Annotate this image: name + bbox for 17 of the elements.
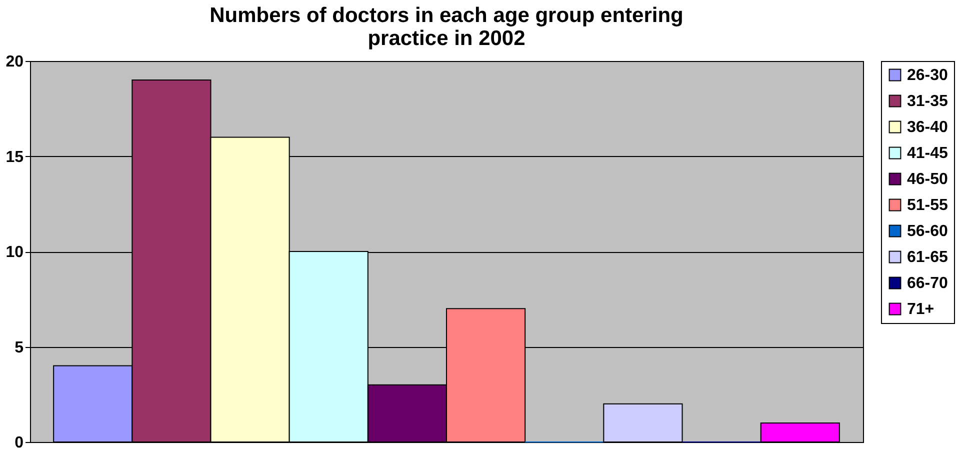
y-tick-label: 10 <box>6 244 24 261</box>
legend-label: 26-30 <box>907 67 948 84</box>
legend-label: 41-45 <box>907 145 948 162</box>
legend-label: 66-70 <box>907 275 948 292</box>
legend-label: 56-60 <box>907 223 948 240</box>
legend-label: 71+ <box>907 301 934 318</box>
legend-label: 46-50 <box>907 171 948 188</box>
y-tick-label: 0 <box>14 434 24 452</box>
text: Numbers of doctors in each age group entering <box>210 4 684 27</box>
y-tick-label: 5 <box>14 339 24 356</box>
legend-label: 31-35 <box>907 93 948 110</box>
legend-label: 36-40 <box>907 119 948 136</box>
legend-label: 61-65 <box>907 249 948 266</box>
y-tick-label: 20 <box>6 54 24 70</box>
legend-label: 51-55 <box>907 197 948 214</box>
text: practice in 2002 <box>368 27 526 50</box>
y-tick-label: 15 <box>6 148 24 166</box>
